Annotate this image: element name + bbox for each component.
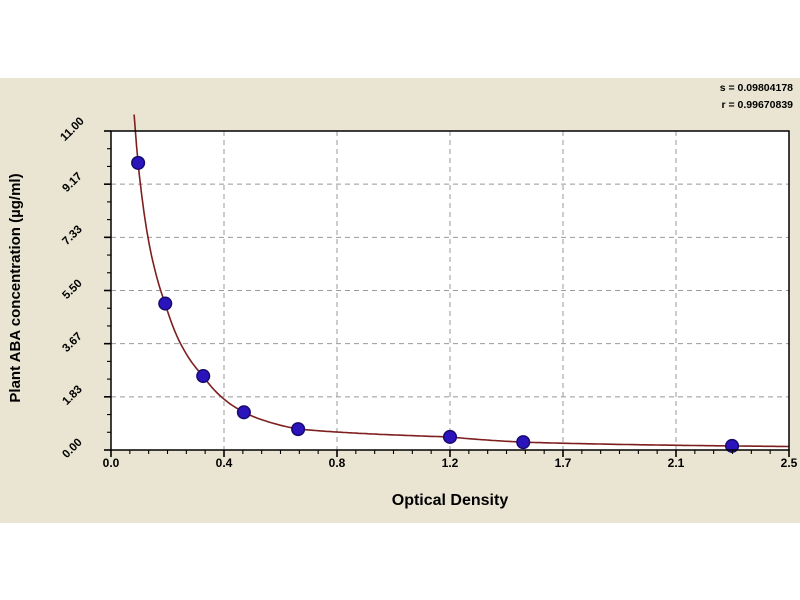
- data-point: [196, 369, 211, 384]
- x-tick-label: 2.1: [667, 456, 685, 470]
- fit-statistics: s = 0.09804178 r = 0.99670839: [720, 80, 793, 114]
- data-point: [516, 435, 531, 450]
- x-axis-title: Optical Density: [391, 492, 509, 509]
- x-tick-label: 1.7: [554, 456, 572, 470]
- x-tick-label: 0.8: [328, 456, 346, 470]
- data-point: [131, 155, 146, 170]
- stat-r: r = 0.99670839: [721, 99, 793, 111]
- x-tick-label: 2.5: [780, 456, 798, 470]
- x-tick-label: 0.0: [102, 456, 120, 470]
- data-point: [158, 296, 173, 311]
- y-axis-title: Plant ABA concentration (µg/ml): [7, 173, 24, 403]
- data-point: [291, 422, 306, 437]
- data-point: [236, 405, 251, 420]
- stat-s: s = 0.09804178: [719, 82, 793, 94]
- x-tick-label: 0.4: [215, 456, 233, 470]
- x-tick-label: 1.2: [441, 456, 459, 470]
- data-point: [442, 429, 458, 445]
